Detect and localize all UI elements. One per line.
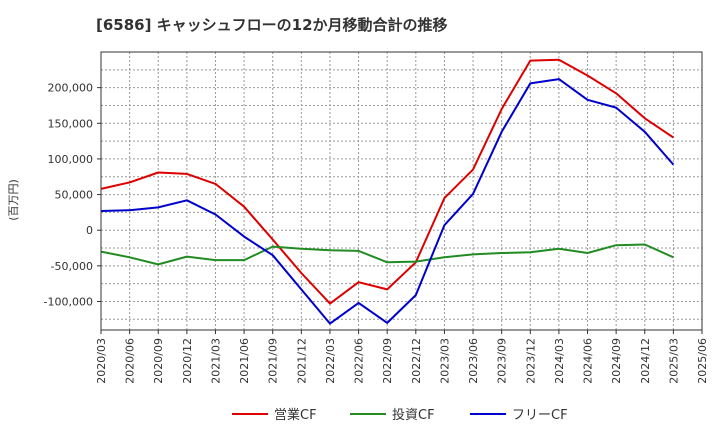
x-tick-label: 2020/12 — [181, 338, 194, 384]
y-tick-label: -100,000 — [44, 295, 93, 308]
x-tick-label: 2020/06 — [124, 338, 137, 384]
x-tick-label: 2021/09 — [267, 338, 280, 384]
x-tick-label: 2024/09 — [610, 338, 623, 384]
grid-lines — [100, 51, 703, 330]
y-axis-label: (百万円) — [7, 179, 20, 221]
y-tick-label: 200,000 — [48, 82, 94, 95]
legend-label: 投資CF — [392, 407, 435, 423]
y-tick-label: 150,000 — [48, 117, 94, 130]
legend-label: フリーCF — [512, 408, 568, 423]
x-tick-label: 2023/09 — [496, 338, 509, 384]
x-tick-label: 2020/03 — [95, 338, 108, 384]
x-tick-label: 2022/03 — [324, 338, 337, 384]
series-lines — [100, 58, 675, 325]
plot-frame — [100, 51, 703, 331]
y-tick-label: -50,000 — [51, 260, 93, 273]
x-tick-label: 2024/12 — [639, 338, 652, 384]
legend: 営業CF 投資CF フリーCF — [232, 407, 568, 423]
x-axis-ticks: 2020/03 2020/06 2020/09 2020/12 2021/03 2021/… — [95, 330, 709, 384]
x-tick-label: 2022/12 — [410, 338, 423, 384]
x-tick-label: 2023/12 — [524, 338, 537, 384]
x-tick-label: 2025/06 — [696, 338, 709, 384]
y-tick-label: 0 — [86, 224, 93, 237]
x-tick-label: 2021/03 — [209, 338, 222, 384]
x-tick-label: 2024/06 — [582, 338, 595, 384]
y-tick-label: 50,000 — [55, 189, 94, 202]
y-tick-label: 100,000 — [48, 153, 94, 166]
series-line — [100, 78, 675, 325]
x-tick-label: 2024/03 — [553, 338, 566, 384]
legend-label: 営業CF — [274, 407, 317, 423]
series-line — [100, 58, 674, 305]
x-tick-label: 2023/03 — [438, 338, 451, 384]
x-tick-label: 2025/03 — [667, 338, 680, 384]
chart-title: [6586] キャッシュフローの12か月移動合計の推移 — [96, 16, 448, 34]
series-line — [100, 243, 674, 266]
x-tick-label: 2021/06 — [238, 338, 251, 384]
x-tick-label: 2022/06 — [353, 338, 366, 384]
x-tick-label: 2023/06 — [467, 338, 480, 384]
x-tick-label: 2021/12 — [295, 338, 308, 384]
y-axis-ticks: -100,000 -50,000 0 50,000 100,000 150,000 200,… — [44, 82, 101, 308]
x-tick-label: 2022/09 — [381, 338, 394, 384]
x-tick-label: 2020/09 — [152, 338, 165, 384]
